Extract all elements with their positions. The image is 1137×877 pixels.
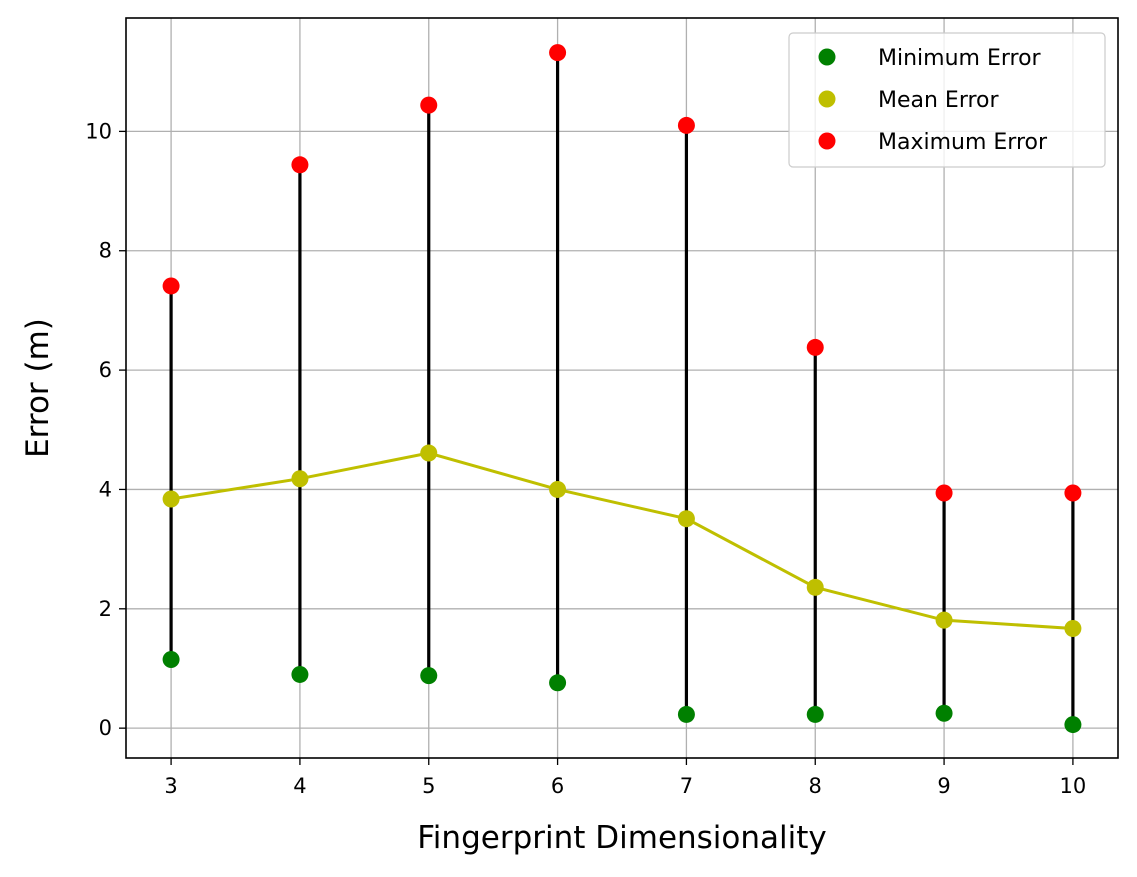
min-error-point [1064, 716, 1082, 734]
x-axis-title: Fingerprint Dimensionality [417, 820, 827, 856]
x-tick-label: 3 [164, 774, 177, 798]
y-tick-label: 10 [85, 119, 112, 143]
legend: Minimum Error Mean Error Maximum Error [788, 32, 1106, 168]
max-error-point [291, 156, 309, 174]
y-axis-title: Error (m) [20, 318, 56, 458]
min-error-point [677, 705, 695, 723]
max-error-point [935, 484, 953, 502]
legend-label: Mean Error [878, 88, 1000, 113]
mean-error-point [935, 611, 953, 629]
x-tick-label: 5 [422, 774, 435, 798]
legend-marker [818, 90, 836, 108]
min-error-point [549, 674, 567, 692]
max-error-point [806, 338, 824, 356]
x-tick-label: 8 [809, 774, 822, 798]
min-error-point [162, 651, 180, 669]
y-axis-ticks: 0 2 4 6 8 10 [85, 119, 126, 740]
x-tick-label: 6 [551, 774, 564, 798]
max-error-point [1064, 484, 1082, 502]
y-tick-label: 0 [99, 716, 112, 740]
mean-error-point [1064, 620, 1082, 637]
mean-error-point [420, 444, 438, 462]
mean-error-line [170, 451, 1074, 630]
x-axis-ticks: 3 4 5 6 7 8 9 10 [164, 758, 1086, 798]
x-tick-label: 9 [937, 774, 950, 798]
series-lines [170, 451, 1074, 630]
min-error-point [806, 705, 824, 723]
y-tick-label: 6 [99, 358, 112, 382]
legend-label: Maximum Error [878, 130, 1048, 155]
mean-error-point [549, 480, 567, 498]
y-tick-label: 4 [99, 477, 112, 501]
mean-error-point [677, 510, 695, 528]
x-tick-label: 7 [680, 774, 693, 798]
y-tick-label: 2 [99, 597, 112, 621]
legend-items: Minimum Error Mean Error Maximum Error [818, 46, 1048, 155]
max-error-point [420, 96, 438, 114]
min-error-point [291, 665, 309, 683]
legend-box [788, 32, 1106, 168]
plot-frame [125, 17, 1119, 759]
series-points [162, 44, 1082, 734]
mean-error-point [162, 490, 180, 508]
legend-label: Minimum Error [878, 46, 1042, 71]
legend-marker [818, 132, 836, 150]
legend-marker [818, 48, 836, 66]
max-error-point [162, 277, 180, 295]
mean-error-point [291, 470, 309, 488]
x-tick-label: 4 [293, 774, 306, 798]
min-error-point [420, 667, 438, 685]
y-tick-label: 8 [99, 239, 112, 263]
max-error-point [549, 44, 567, 62]
mean-error-point [806, 578, 824, 596]
min-error-point [935, 704, 953, 722]
error-range-bars [169, 52, 1075, 725]
x-tick-label: 10 [1060, 774, 1087, 798]
max-error-point [677, 116, 695, 134]
